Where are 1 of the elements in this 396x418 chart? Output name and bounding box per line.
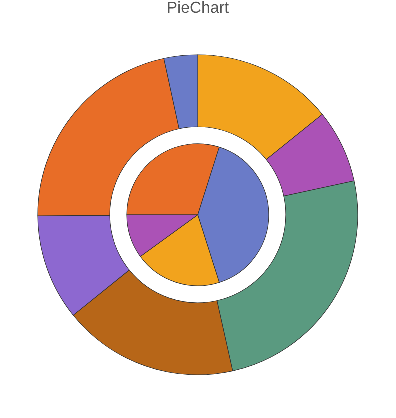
chart-title: PieChart bbox=[166, 0, 230, 17]
